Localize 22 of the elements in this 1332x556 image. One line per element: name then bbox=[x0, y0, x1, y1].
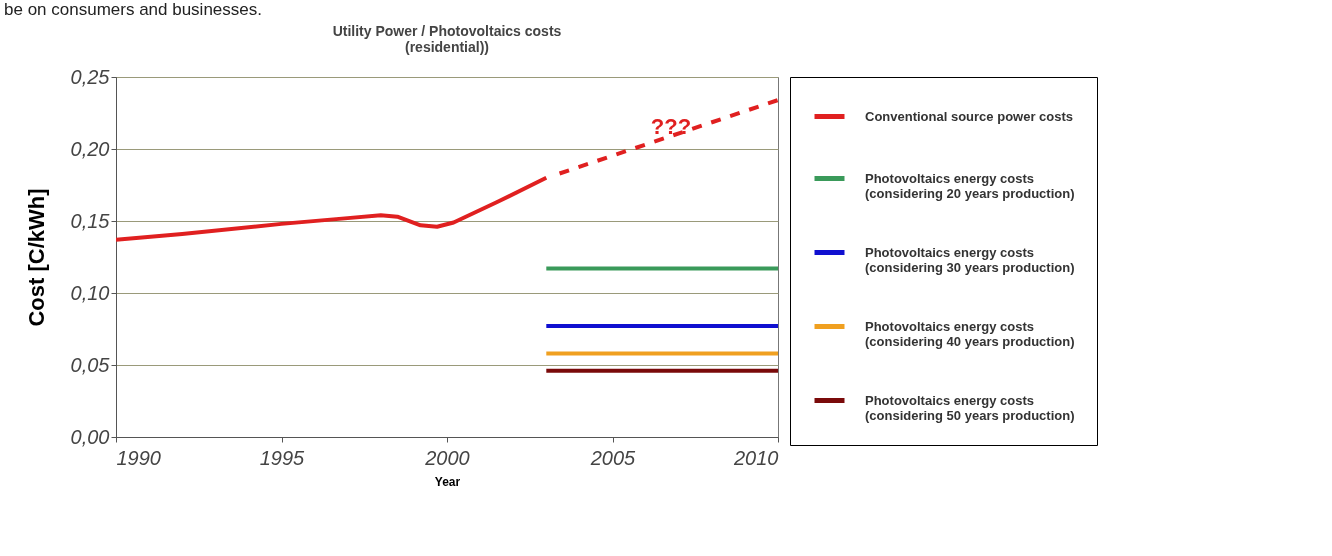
y-axis-title: Cost [C/kWh] bbox=[23, 188, 49, 327]
x-tick-label: 2010 bbox=[733, 446, 779, 469]
legend-label: Conventional source power costs bbox=[865, 108, 1074, 124]
legend-label: Photovoltaics energy costs (considering 20 years production) bbox=[865, 170, 1075, 201]
y-tick-label: 0,05 bbox=[70, 353, 111, 376]
legend-label: Photovoltaics energy costs (considering 40 years production) bbox=[865, 318, 1075, 349]
x-tick-label: 1990 bbox=[116, 446, 161, 469]
annotation: ??? bbox=[650, 114, 692, 139]
y-tick-label: 0,15 bbox=[70, 209, 111, 232]
y-tick-label: 0,25 bbox=[70, 65, 111, 88]
line-series bbox=[116, 175, 549, 242]
x-tick-label: 1995 bbox=[259, 446, 306, 469]
x-tick-label: 2000 bbox=[424, 446, 470, 469]
y-tick-label: 0,20 bbox=[70, 137, 110, 160]
text: be on consumers and businesses. bbox=[4, 0, 262, 20]
legend-label: Photovoltaics energy costs (considering 50 years production) bbox=[865, 392, 1075, 423]
y-tick-label: 0,00 bbox=[70, 425, 110, 448]
x-tick-label: 2005 bbox=[589, 446, 637, 469]
legend-label: Photovoltaics energy costs (considering 30 years production) bbox=[865, 244, 1075, 275]
chart-title: Utility Power / Photovoltaics costs (residential)) bbox=[332, 23, 562, 55]
y-tick-label: 0,10 bbox=[70, 281, 110, 304]
x-axis-title: Year bbox=[434, 474, 461, 489]
